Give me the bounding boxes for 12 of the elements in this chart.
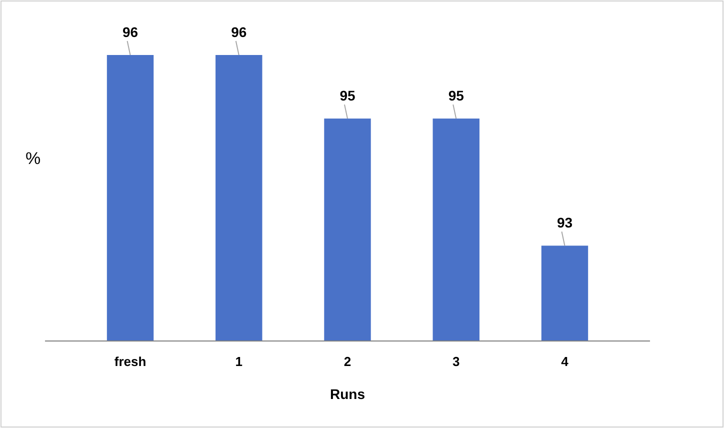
y-axis-title: % [25, 149, 41, 168]
x-tick-label: 2 [344, 354, 352, 369]
x-tick-label: 3 [452, 354, 460, 369]
data-label: 95 [340, 88, 356, 104]
data-label: 96 [122, 24, 138, 40]
data-label: 95 [448, 88, 464, 104]
data-label: 96 [231, 24, 247, 40]
x-tick-label: 4 [561, 354, 570, 369]
x-tick-label: 1 [235, 354, 242, 369]
data-label: 93 [556, 214, 573, 231]
x-tick-label: fresh [114, 354, 146, 369]
x-axis-title: Runs [330, 386, 366, 402]
